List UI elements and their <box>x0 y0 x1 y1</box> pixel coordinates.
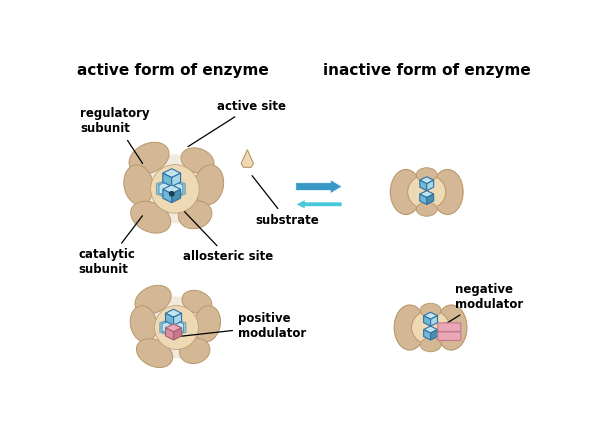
Polygon shape <box>160 318 186 337</box>
Polygon shape <box>165 328 174 340</box>
Polygon shape <box>165 309 181 317</box>
Polygon shape <box>164 172 180 183</box>
Polygon shape <box>423 312 437 319</box>
FancyBboxPatch shape <box>438 332 461 340</box>
Polygon shape <box>163 185 180 194</box>
Ellipse shape <box>416 202 437 216</box>
Ellipse shape <box>144 296 210 359</box>
Polygon shape <box>431 316 437 326</box>
Text: regulatory
subunit: regulatory subunit <box>80 107 150 163</box>
Polygon shape <box>420 180 426 191</box>
Polygon shape <box>163 189 172 203</box>
Text: allosteric site: allosteric site <box>183 212 273 264</box>
Ellipse shape <box>129 142 169 174</box>
Ellipse shape <box>412 310 450 345</box>
Ellipse shape <box>138 155 211 223</box>
FancyBboxPatch shape <box>438 323 461 331</box>
Polygon shape <box>162 320 183 335</box>
Polygon shape <box>174 328 181 340</box>
Text: active form of enzyme: active form of enzyme <box>77 63 268 78</box>
Polygon shape <box>163 168 180 178</box>
Polygon shape <box>426 180 434 191</box>
Ellipse shape <box>180 338 210 364</box>
Polygon shape <box>159 181 183 197</box>
Polygon shape <box>172 189 180 203</box>
Polygon shape <box>167 312 180 322</box>
Polygon shape <box>423 330 431 340</box>
Ellipse shape <box>435 305 467 350</box>
Polygon shape <box>163 173 172 187</box>
Text: substrate: substrate <box>252 176 319 226</box>
Ellipse shape <box>408 175 446 210</box>
Ellipse shape <box>420 338 441 352</box>
Ellipse shape <box>432 169 463 215</box>
Ellipse shape <box>194 165 223 205</box>
Ellipse shape <box>394 305 425 350</box>
FancyArrow shape <box>296 200 342 209</box>
Ellipse shape <box>181 148 214 173</box>
Ellipse shape <box>155 305 198 349</box>
Text: catalytic
subunit: catalytic subunit <box>78 216 143 276</box>
Polygon shape <box>172 173 180 187</box>
Ellipse shape <box>135 285 171 314</box>
Ellipse shape <box>151 165 199 213</box>
Ellipse shape <box>182 290 212 314</box>
Polygon shape <box>420 191 434 197</box>
Polygon shape <box>431 330 437 340</box>
Polygon shape <box>174 313 181 325</box>
Circle shape <box>170 191 174 196</box>
Polygon shape <box>423 326 437 333</box>
Polygon shape <box>241 149 253 167</box>
Text: negative
modulator: negative modulator <box>442 283 524 326</box>
Ellipse shape <box>179 201 212 229</box>
Text: positive
modulator: positive modulator <box>179 312 306 340</box>
Ellipse shape <box>124 165 153 205</box>
Polygon shape <box>165 313 174 325</box>
Ellipse shape <box>131 201 171 233</box>
Text: inactive form of enzyme: inactive form of enzyme <box>323 63 531 78</box>
Ellipse shape <box>137 339 173 368</box>
Polygon shape <box>420 177 434 184</box>
Polygon shape <box>426 194 434 204</box>
Ellipse shape <box>194 306 220 342</box>
Ellipse shape <box>420 303 441 317</box>
Polygon shape <box>420 194 426 204</box>
Ellipse shape <box>391 169 422 215</box>
Polygon shape <box>156 179 185 199</box>
Text: active site: active site <box>188 100 286 146</box>
FancyArrow shape <box>296 180 342 194</box>
Polygon shape <box>423 316 431 326</box>
Ellipse shape <box>416 168 437 181</box>
Ellipse shape <box>130 306 157 342</box>
Polygon shape <box>165 324 181 332</box>
